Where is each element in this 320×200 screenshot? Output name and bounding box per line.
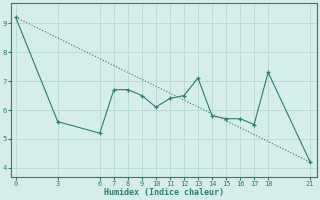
X-axis label: Humidex (Indice chaleur): Humidex (Indice chaleur)	[104, 188, 224, 197]
